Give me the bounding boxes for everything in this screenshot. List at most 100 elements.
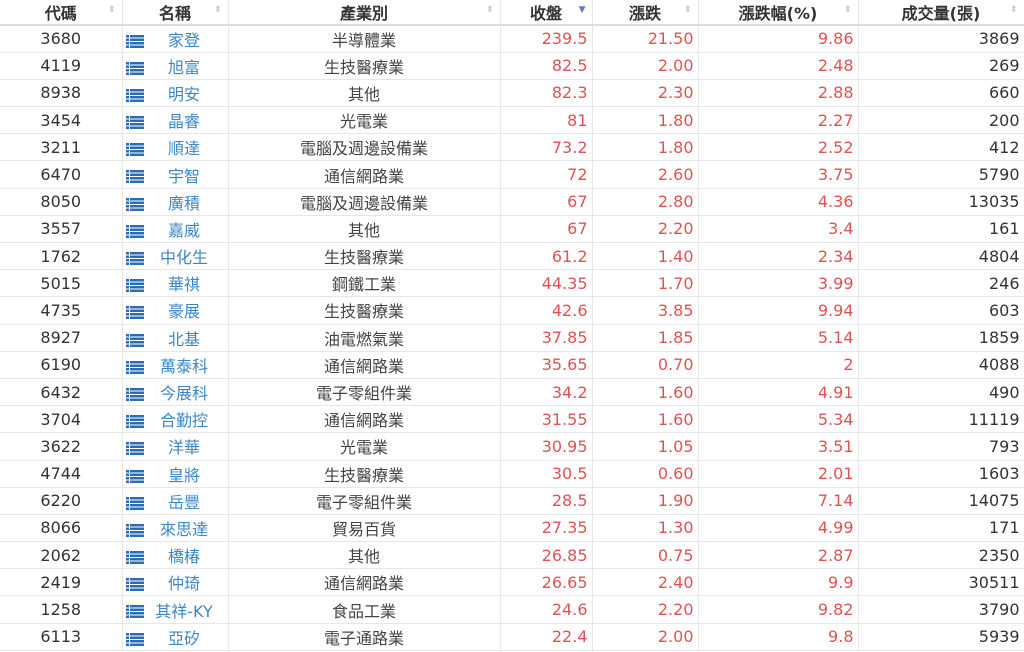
stock-name-link[interactable]: 來思達 xyxy=(159,519,208,539)
table-row[interactable]: 6220 岳豐 電子零組件業 28.5 1.90 7.14 14075 xyxy=(0,487,1024,515)
table-row[interactable]: 3211 順達 電腦及週邊設備業 73.2 1.80 2.52 412 xyxy=(0,133,1024,162)
cell-volume: 269 xyxy=(858,52,1024,80)
stock-name-link[interactable]: 岳豐 xyxy=(167,492,200,512)
table-row[interactable]: 4744 皇將 生技醫療業 30.5 0.60 2.01 1603 xyxy=(0,460,1024,488)
cell-volume: 200 xyxy=(858,106,1024,135)
table-row[interactable]: 3557 嘉威 其他 67 2.20 3.4 161 xyxy=(0,215,1024,244)
sort-icon[interactable]: ⬍ xyxy=(107,5,116,15)
table-row[interactable]: 8050 廣積 電腦及週邊設備業 67 2.80 4.36 13035 xyxy=(0,188,1024,216)
cell-change: 1.60 xyxy=(592,378,699,407)
table-row[interactable]: 6190 萬泰科 通信網路業 35.65 0.70 2 4088 xyxy=(0,351,1024,379)
list-icon[interactable] xyxy=(125,250,144,265)
stock-name-link[interactable]: 其祥-KY xyxy=(155,601,213,621)
table-row[interactable]: 6113 亞矽 電子通路業 22.4 2.00 9.8 5939 xyxy=(0,623,1024,651)
cell-change: 1.80 xyxy=(592,106,699,135)
table-row[interactable]: 2062 橋椿 其他 26.85 0.75 2.87 2350 xyxy=(0,541,1024,570)
column-header-close[interactable]: 收盤 ▼ xyxy=(500,0,593,26)
stock-name-link[interactable]: 北基 xyxy=(167,329,200,349)
stock-name-link[interactable]: 仲琦 xyxy=(167,574,200,594)
stock-name-link[interactable]: 豪展 xyxy=(167,302,200,322)
list-icon[interactable] xyxy=(125,468,144,483)
stock-name-link[interactable]: 橋椿 xyxy=(167,547,200,567)
column-header-change[interactable]: 漲跌 ⬍ xyxy=(592,0,699,26)
table-row[interactable]: 2419 仲琦 通信網路業 26.65 2.40 9.9 30511 xyxy=(0,568,1024,597)
cell-volume: 5939 xyxy=(858,623,1024,651)
list-icon[interactable] xyxy=(125,386,144,401)
stock-name-link[interactable]: 皇將 xyxy=(167,465,200,485)
list-icon[interactable] xyxy=(125,277,144,293)
stock-name-link[interactable]: 明安 xyxy=(167,84,200,104)
table-row[interactable]: 3454 晶睿 光電業 81 1.80 2.27 200 xyxy=(0,106,1024,135)
list-icon[interactable] xyxy=(125,440,144,456)
table-row[interactable]: 8927 北基 油電燃氣業 37.85 1.85 5.14 1859 xyxy=(0,324,1024,352)
list-icon[interactable] xyxy=(125,87,144,102)
sort-icon[interactable]: ⬍ xyxy=(213,5,222,15)
column-header-code[interactable]: 代碼 ⬍ xyxy=(0,0,123,26)
list-icon[interactable] xyxy=(125,522,144,537)
cell-code: 4119 xyxy=(0,52,123,80)
list-icon[interactable] xyxy=(125,549,144,565)
stock-name-link[interactable]: 中化生 xyxy=(159,248,208,268)
column-header-industry[interactable]: 產業別 ⬍ xyxy=(228,0,501,26)
column-header-volume[interactable]: 成交量(張) ⬍ xyxy=(858,0,1024,26)
stock-name-link[interactable]: 旭富 xyxy=(167,57,200,77)
list-icon[interactable] xyxy=(125,413,144,429)
table-row[interactable]: 1258 其祥-KY 食品工業 24.6 2.20 9.82 3790 xyxy=(0,595,1024,624)
list-icon[interactable] xyxy=(125,576,144,592)
list-icon[interactable] xyxy=(125,168,144,184)
sort-icon[interactable]: ⬍ xyxy=(485,5,494,15)
list-icon[interactable] xyxy=(125,60,144,75)
table-row[interactable]: 4735 豪展 生技醫療業 42.6 3.85 9.94 603 xyxy=(0,296,1024,325)
stock-name-link[interactable]: 廣積 xyxy=(167,193,200,213)
cell-industry: 通信網路業 xyxy=(228,351,501,379)
cell-name: 皇將 xyxy=(122,460,229,488)
cell-industry: 通信網路業 xyxy=(228,568,501,597)
cell-code: 3557 xyxy=(0,215,123,244)
list-icon[interactable] xyxy=(125,332,144,347)
stock-name-link[interactable]: 合勤控 xyxy=(159,411,208,431)
cell-close: 31.55 xyxy=(500,405,593,434)
table-row[interactable]: 8066 來思達 貿易百貨 27.35 1.30 4.99 171 xyxy=(0,514,1024,543)
table-row[interactable]: 4119 旭富 生技醫療業 82.5 2.00 2.48 269 xyxy=(0,52,1024,80)
column-header-name[interactable]: 名稱 ⬍ xyxy=(122,0,229,26)
sort-desc-icon[interactable]: ▼ xyxy=(578,5,586,15)
stock-name-link[interactable]: 萬泰科 xyxy=(159,356,208,376)
cell-industry: 鋼鐵工業 xyxy=(228,269,501,298)
stock-name-link[interactable]: 亞矽 xyxy=(167,628,200,648)
cell-name: 華祺 xyxy=(122,269,229,298)
cell-name: 仲琦 xyxy=(122,568,229,597)
list-icon[interactable] xyxy=(125,114,144,130)
sort-icon[interactable]: ⬍ xyxy=(843,5,852,15)
cell-code: 4744 xyxy=(0,460,123,488)
table-row[interactable]: 3704 合勤控 通信網路業 31.55 1.60 5.34 11119 xyxy=(0,405,1024,434)
list-icon[interactable] xyxy=(125,603,144,619)
list-icon[interactable] xyxy=(125,495,144,510)
table-row[interactable]: 3622 洋華 光電業 30.95 1.05 3.51 793 xyxy=(0,432,1024,461)
stock-name-link[interactable]: 嘉威 xyxy=(167,220,200,240)
stock-name-link[interactable]: 家登 xyxy=(167,30,200,50)
list-icon[interactable] xyxy=(125,223,144,238)
list-icon[interactable] xyxy=(125,304,144,320)
cell-close: 44.35 xyxy=(500,269,593,298)
table-row[interactable]: 6432 今展科 電子零組件業 34.2 1.60 4.91 490 xyxy=(0,378,1024,407)
table-row[interactable]: 3680 家登 半導體業 239.5 21.50 9.86 3869 xyxy=(0,25,1024,53)
list-icon[interactable] xyxy=(125,141,144,157)
stock-name-link[interactable]: 華祺 xyxy=(167,275,200,295)
sort-icon[interactable]: ⬍ xyxy=(1009,5,1018,15)
sort-icon[interactable]: ⬍ xyxy=(683,5,692,15)
table-row[interactable]: 6470 宇智 通信網路業 72 2.60 3.75 5790 xyxy=(0,160,1024,189)
column-label: 漲跌 xyxy=(628,4,661,23)
list-icon[interactable] xyxy=(125,33,144,48)
stock-name-link[interactable]: 今展科 xyxy=(159,384,208,404)
stock-name-link[interactable]: 宇智 xyxy=(167,166,200,186)
list-icon[interactable] xyxy=(125,196,144,211)
stock-name-link[interactable]: 洋華 xyxy=(167,438,200,458)
table-row[interactable]: 1762 中化生 生技醫療業 61.2 1.40 2.34 4804 xyxy=(0,242,1024,271)
table-row[interactable]: 5015 華祺 鋼鐵工業 44.35 1.70 3.99 246 xyxy=(0,269,1024,298)
stock-name-link[interactable]: 晶睿 xyxy=(167,112,200,132)
list-icon[interactable] xyxy=(125,359,144,374)
column-header-change-pct[interactable]: 漲跌幅(%) ⬍ xyxy=(698,0,859,26)
table-row[interactable]: 8938 明安 其他 82.3 2.30 2.88 660 xyxy=(0,79,1024,108)
list-icon[interactable] xyxy=(125,631,144,646)
stock-name-link[interactable]: 順達 xyxy=(167,139,200,159)
